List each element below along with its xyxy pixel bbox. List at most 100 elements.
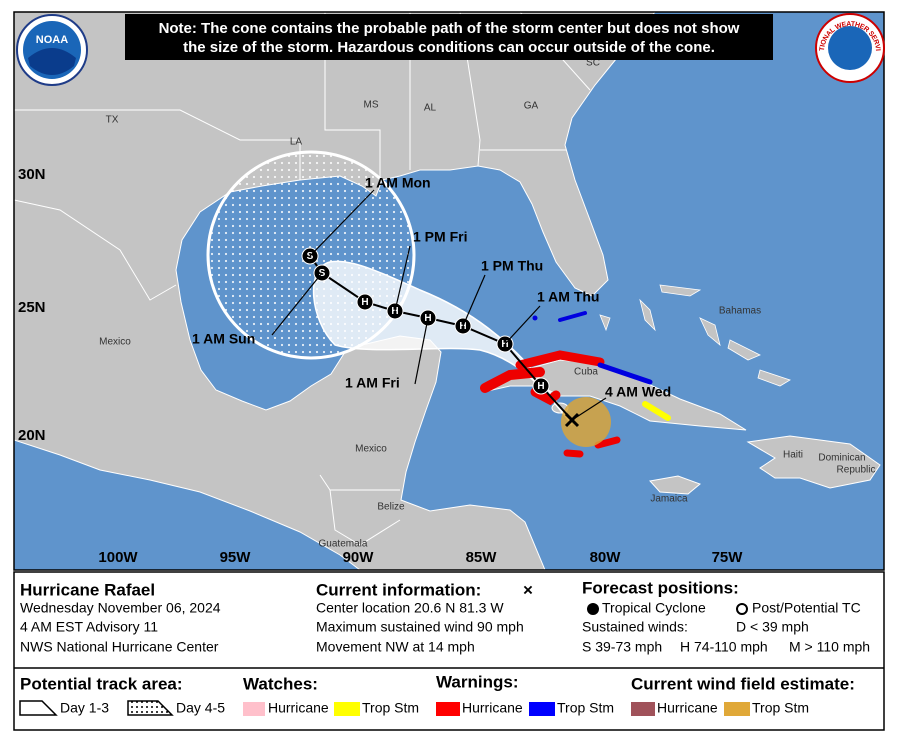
forecast-h: H 74-110 mph xyxy=(680,639,768,655)
note-box xyxy=(125,14,773,60)
place-label: Republic xyxy=(837,465,876,476)
leader-line xyxy=(462,274,486,327)
island xyxy=(699,317,721,347)
hurricane-warning-swatch xyxy=(436,702,460,716)
forecast-label: 1 AM Mon xyxy=(365,175,431,191)
wind-hurricane: Hurricane xyxy=(657,700,718,716)
lat-label: 25N xyxy=(18,299,46,316)
lon-label: 90W xyxy=(343,549,375,566)
tc-symbol xyxy=(587,603,599,615)
forecast-s: S 39-73 mph xyxy=(582,639,662,655)
track-marker-letter: H xyxy=(361,297,368,308)
ts-warning xyxy=(597,362,653,385)
north-america xyxy=(14,12,656,570)
leader-line xyxy=(414,317,429,385)
day13-cone xyxy=(312,260,573,426)
island xyxy=(639,298,656,332)
track-day45: Day 4-5 xyxy=(176,700,225,716)
ts-wind-swatch xyxy=(724,702,750,716)
leader-line xyxy=(504,305,541,345)
current-location: Center location 20.6 N 81.3 W xyxy=(316,600,504,616)
track-marker-letter: H xyxy=(501,339,508,350)
hurricane-watch-swatch xyxy=(243,702,265,716)
lon-label: 85W xyxy=(466,549,498,566)
note-line: Note: The cone contains the probable pat… xyxy=(159,20,740,37)
place-label: LA xyxy=(290,137,303,148)
logo-text: NOAA xyxy=(36,34,68,46)
lon-label: 75W xyxy=(712,549,744,566)
jamaica xyxy=(649,475,701,495)
watches-title: Watches: xyxy=(243,674,318,693)
forecast-tropical: Tropical Cyclone xyxy=(602,600,706,616)
storm-date: Wednesday November 06, 2024 xyxy=(20,600,221,616)
map-frame xyxy=(13,11,885,571)
current-symbol: × xyxy=(523,580,533,599)
track-marker-letter: H xyxy=(537,381,544,392)
ts-wind-field xyxy=(561,397,611,447)
border xyxy=(319,474,401,546)
place-label: Guatemala xyxy=(319,539,368,550)
place-label: SC xyxy=(586,58,600,69)
storm-advisory: 4 AM EST Advisory 11 xyxy=(20,619,158,635)
track-marker xyxy=(356,293,374,311)
ts-watch xyxy=(642,401,671,421)
border xyxy=(324,12,381,180)
labels: TX LA MS AL GA SC Mexico Bahamas Cuba Haiti Domini… xyxy=(18,58,875,566)
ts-warning xyxy=(558,311,587,322)
track-area-title: Potential track area: xyxy=(20,674,183,693)
island xyxy=(659,284,702,297)
warning-trop-stm: Trop Stm xyxy=(557,700,614,716)
lat-label: 30N xyxy=(18,166,46,183)
forecast-d: D < 39 mph xyxy=(736,619,809,635)
bahamas xyxy=(599,284,791,387)
track-marker xyxy=(532,377,550,395)
forecast-title: Forecast positions: xyxy=(582,578,739,597)
wind-trop-stm: Trop Stm xyxy=(752,700,809,716)
place-label: Mexico xyxy=(99,337,131,348)
leader-line xyxy=(309,189,375,257)
island xyxy=(757,369,791,387)
current-title: Current information: xyxy=(316,580,481,599)
place-label: Jamaica xyxy=(650,494,688,505)
place-label: Belize xyxy=(377,502,405,513)
logo-disc xyxy=(828,26,872,70)
ts-warning-dot xyxy=(532,315,538,321)
leader-line xyxy=(394,245,411,312)
wind-field-title: Current wind field estimate: xyxy=(631,674,855,693)
warnings-title: Warnings: xyxy=(436,672,518,691)
lon-label: 100W xyxy=(98,549,138,566)
island xyxy=(599,314,611,332)
hispaniola xyxy=(746,435,881,489)
track-marker-letter: S xyxy=(307,251,314,262)
watch-trop-stm: Trop Stm xyxy=(362,700,419,716)
map: HHHHHHSS TXLAMSALGASCMexicoBahamasCubaHa… xyxy=(14,12,884,570)
hurricane-warning xyxy=(515,350,605,370)
place-label: Bahamas xyxy=(719,306,761,317)
hurricane-warning xyxy=(530,387,561,406)
track-marker-letter: H xyxy=(391,306,398,317)
forecast-label: 1 PM Thu xyxy=(481,258,543,274)
hurricane-warning xyxy=(563,449,584,458)
forecast-label: 1 AM Thu xyxy=(537,289,599,305)
forecast-label: 1 AM Fri xyxy=(345,375,400,391)
watch-hurricane: Hurricane xyxy=(268,700,329,716)
ptc-symbol xyxy=(736,603,748,615)
ts-warning-swatch xyxy=(529,702,555,716)
place-label: AL xyxy=(424,103,437,114)
forecast-post: Post/Potential TC xyxy=(752,600,861,616)
lon-label: 95W xyxy=(220,549,252,566)
logo-wave xyxy=(28,48,76,75)
forecast-m: M > 110 mph xyxy=(789,639,870,655)
place-label: Mexico xyxy=(355,444,387,455)
track-day13: Day 1-3 xyxy=(60,700,109,716)
hurricane-warning xyxy=(594,436,621,449)
place-label: Dominican xyxy=(818,453,865,464)
note-line: the size of the storm. Hazardous conditi… xyxy=(183,39,715,56)
storm-center: NWS National Hurricane Center xyxy=(20,639,219,655)
forecast-label: 1 PM Fri xyxy=(413,229,467,245)
legend: Hurricane Rafael Wednesday November 06, … xyxy=(19,578,870,716)
noaa-logo: NOAA xyxy=(16,14,88,86)
place-label: TX xyxy=(106,115,119,126)
lat-label: 20N xyxy=(18,427,46,444)
